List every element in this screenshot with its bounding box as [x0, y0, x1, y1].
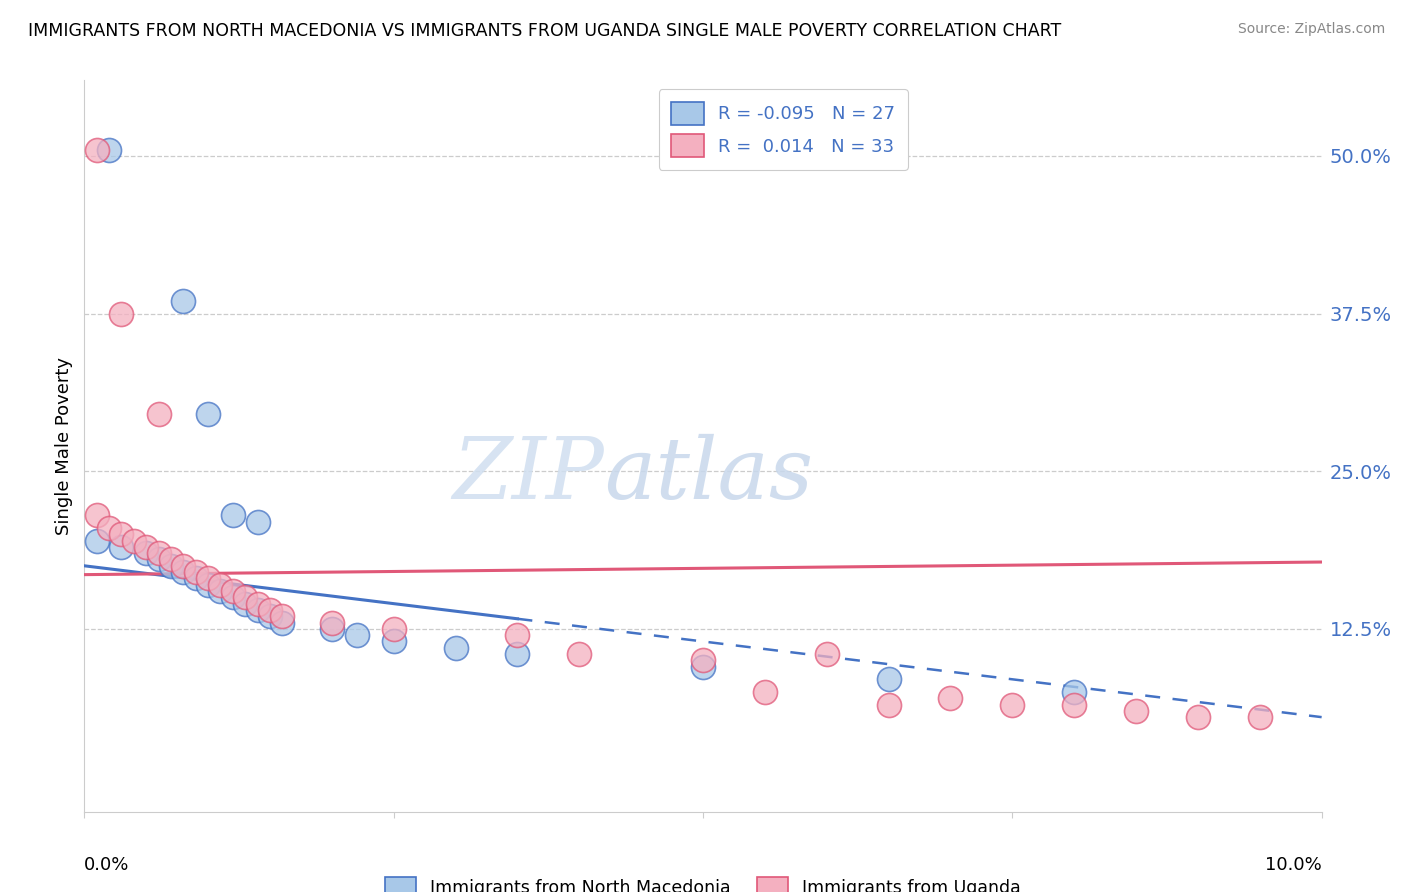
Point: [877, 673, 900, 687]
Point: [110, 307, 132, 321]
Point: [1249, 710, 1271, 724]
Point: [692, 659, 714, 673]
Point: [172, 558, 194, 573]
Point: [1125, 704, 1147, 718]
Point: [148, 408, 170, 422]
Text: 10.0%: 10.0%: [1265, 855, 1322, 874]
Point: [346, 628, 368, 642]
Point: [321, 622, 343, 636]
Point: [184, 565, 207, 579]
Point: [568, 647, 591, 661]
Point: [382, 634, 405, 648]
Point: [135, 540, 157, 554]
Y-axis label: Single Male Poverty: Single Male Poverty: [55, 357, 73, 535]
Point: [122, 533, 145, 548]
Text: ZIP: ZIP: [453, 434, 605, 516]
Point: [259, 603, 281, 617]
Point: [148, 552, 170, 566]
Point: [86, 533, 108, 548]
Text: 0.0%: 0.0%: [84, 855, 129, 874]
Point: [160, 552, 183, 566]
Point: [86, 508, 108, 523]
Point: [148, 546, 170, 560]
Point: [1063, 685, 1085, 699]
Point: [506, 647, 529, 661]
Point: [110, 527, 132, 541]
Point: [246, 597, 269, 611]
Point: [98, 143, 121, 157]
Point: [135, 546, 157, 560]
Legend: Immigrants from North Macedonia, Immigrants from Uganda: Immigrants from North Macedonia, Immigra…: [377, 868, 1029, 892]
Point: [321, 615, 343, 630]
Point: [98, 521, 121, 535]
Point: [222, 591, 245, 605]
Point: [209, 578, 232, 592]
Point: [160, 558, 183, 573]
Point: [815, 647, 838, 661]
Point: [1187, 710, 1209, 724]
Point: [209, 584, 232, 599]
Point: [246, 515, 269, 529]
Point: [246, 603, 269, 617]
Text: atlas: atlas: [605, 434, 813, 516]
Point: [382, 622, 405, 636]
Point: [172, 565, 194, 579]
Point: [271, 615, 294, 630]
Point: [197, 571, 219, 585]
Point: [259, 609, 281, 624]
Point: [692, 653, 714, 667]
Point: [197, 408, 219, 422]
Point: [172, 293, 194, 308]
Point: [222, 584, 245, 599]
Point: [86, 143, 108, 157]
Text: Source: ZipAtlas.com: Source: ZipAtlas.com: [1237, 22, 1385, 37]
Point: [444, 640, 467, 655]
Point: [110, 540, 132, 554]
Point: [506, 628, 529, 642]
Point: [233, 591, 256, 605]
Point: [1001, 698, 1024, 712]
Point: [222, 508, 245, 523]
Point: [877, 698, 900, 712]
Point: [271, 609, 294, 624]
Point: [184, 571, 207, 585]
Point: [754, 685, 776, 699]
Point: [1063, 698, 1085, 712]
Point: [939, 691, 962, 706]
Point: [197, 578, 219, 592]
Text: IMMIGRANTS FROM NORTH MACEDONIA VS IMMIGRANTS FROM UGANDA SINGLE MALE POVERTY CO: IMMIGRANTS FROM NORTH MACEDONIA VS IMMIG…: [28, 22, 1062, 40]
Point: [233, 597, 256, 611]
